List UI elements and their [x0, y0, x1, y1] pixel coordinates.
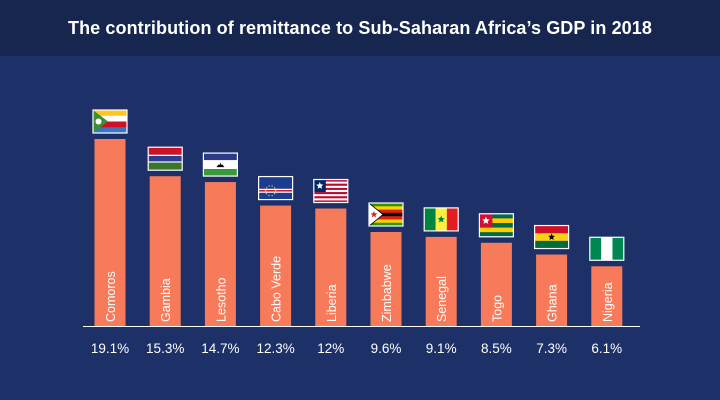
chart-header: The contribution of remittance to Sub-Sa… [0, 0, 720, 56]
bar-liberia [315, 208, 347, 326]
liberia-flag-icon [313, 178, 349, 204]
senegal-flag-icon [423, 207, 459, 232]
bar-lesotho [204, 182, 236, 326]
value-label: 6.1% [591, 341, 622, 356]
bar-cabo-verde [260, 205, 292, 326]
cabo-verde-flag-icon [258, 175, 294, 201]
bar-comoros [94, 139, 126, 326]
gambia-flag-icon [147, 146, 183, 171]
value-label: 9.6% [371, 341, 402, 356]
category-label: Cabo Verde [270, 256, 284, 322]
bar-ghana [536, 254, 568, 326]
category-label: Gambia [159, 278, 173, 322]
nigeria-flag-icon [589, 236, 625, 261]
category-label: Zimbabwe [380, 264, 394, 322]
value-label: 19.1% [91, 341, 129, 356]
bar-senegal [425, 236, 457, 326]
comoros-flag-icon [92, 109, 128, 134]
value-label: 9.1% [426, 341, 457, 356]
bar-gambia [149, 176, 181, 326]
category-label: Liberia [325, 284, 339, 322]
value-label: 7.3% [536, 341, 567, 356]
lesotho-flag-icon [202, 152, 238, 177]
value-label: 12% [317, 341, 344, 356]
category-label: Togo [490, 295, 504, 322]
category-label: Comoros [104, 271, 118, 322]
category-label: Lesotho [214, 277, 228, 322]
value-label: 8.5% [481, 341, 512, 356]
bar-zimbabwe [370, 232, 402, 326]
value-label: 12.3% [256, 341, 294, 356]
ghana-flag-icon [533, 224, 570, 250]
category-label: Senegal [435, 276, 449, 322]
bar-togo [480, 242, 512, 326]
value-label: 15.3% [146, 341, 184, 356]
bar-nigeria [591, 266, 623, 326]
togo-flag-icon [478, 213, 514, 238]
value-label: 14.7% [201, 341, 239, 356]
chart-title: The contribution of remittance to Sub-Sa… [67, 17, 653, 38]
zimbabwe-flag-icon [368, 202, 404, 227]
category-label: Ghana [546, 284, 560, 322]
category-label: Nigeria [601, 282, 615, 322]
